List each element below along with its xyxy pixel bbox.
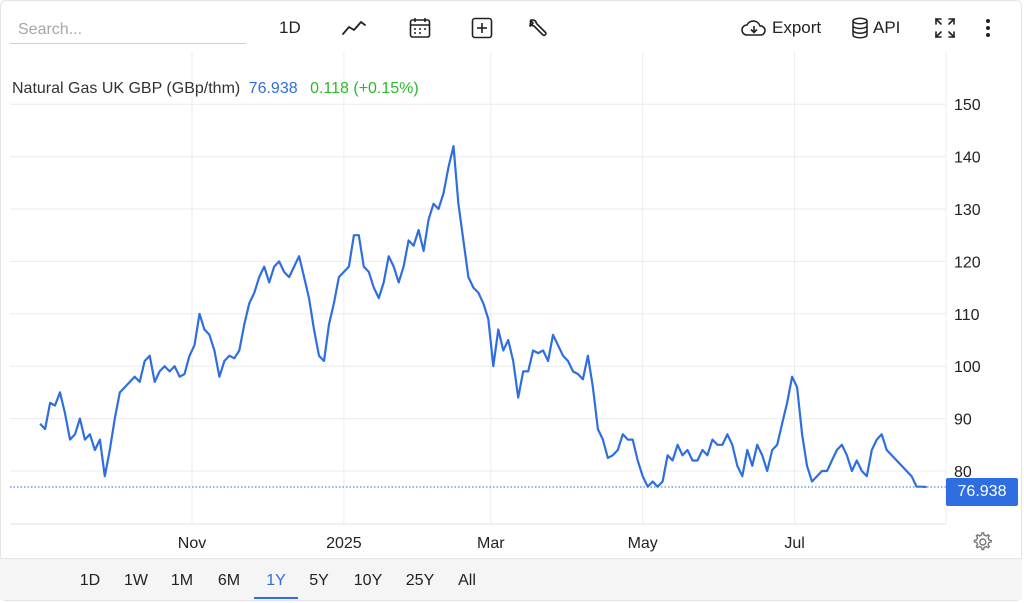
more-options-button[interactable] [981, 14, 995, 42]
y-tick-label: 100 [954, 359, 981, 376]
compare-button[interactable] [471, 14, 493, 42]
date-range-button[interactable] [408, 14, 432, 42]
api-label: API [873, 18, 901, 37]
cloud-download-icon [741, 20, 766, 36]
y-tick-label: 120 [954, 254, 981, 271]
export-button[interactable]: Export [740, 14, 821, 42]
x-tick-label: 2025 [326, 535, 362, 552]
period-selector-label: 1D [279, 18, 301, 37]
calendar-icon [409, 18, 431, 38]
range-button-1m[interactable]: 1M [170, 572, 194, 589]
fullscreen-button[interactable] [933, 14, 957, 42]
range-button-6m[interactable]: 6M [217, 572, 241, 589]
y-tick-label: 90 [954, 412, 972, 429]
chart-toolbar: 1D Export [0, 0, 1024, 56]
wrench-icon [529, 19, 547, 37]
series-line [39, 145, 927, 489]
export-label: Export [772, 18, 822, 37]
more-vertical-icon [986, 19, 990, 37]
range-button-10y[interactable]: 10Y [353, 572, 383, 589]
y-tick-label: 80 [954, 464, 972, 481]
range-button-5y[interactable]: 5Y [309, 572, 329, 589]
line-chart-icon [342, 21, 366, 35]
search-input[interactable] [10, 16, 246, 44]
y-tick-label: 110 [954, 307, 980, 324]
range-selector: 1D 1W 1M 6M 1Y 5Y 10Y 25Y All [0, 558, 1022, 600]
range-button-25y[interactable]: 25Y [405, 572, 435, 589]
x-tick-label: Nov [178, 535, 206, 552]
y-tick-label: 150 [954, 97, 981, 114]
y-tick-label: 130 [954, 202, 981, 219]
chart-axes: 80 90 100 110 120 130 140 150 Nov 2025 Mar May Jul [10, 52, 981, 552]
gear-icon[interactable] [970, 530, 994, 554]
instrument-name: Natural Gas UK GBP (GBp/thm) [12, 80, 241, 97]
range-button-1y[interactable]: 1Y [254, 559, 298, 599]
range-button-all[interactable]: All [458, 572, 476, 589]
chart-title: Natural Gas UK GBP (GBp/thm) 76.938 0.11… [12, 80, 419, 98]
chart-type-button[interactable] [341, 14, 367, 42]
x-tick-label: Mar [477, 535, 505, 552]
fullscreen-icon [935, 18, 955, 38]
period-selector-button[interactable]: 1D [279, 14, 301, 42]
chart-grid [10, 52, 946, 524]
indicators-button[interactable] [526, 14, 548, 42]
current-price: 76.938 [248, 80, 298, 97]
plus-square-icon [471, 17, 493, 39]
last-price-tag: 76.938 [946, 478, 1018, 506]
api-button[interactable]: API [851, 14, 900, 42]
x-tick-label: May [628, 535, 658, 552]
range-button-1w[interactable]: 1W [124, 572, 148, 589]
x-tick-label: Jul [784, 535, 804, 552]
price-change: 0.118 (+0.15%) [310, 80, 419, 97]
database-icon [852, 17, 868, 39]
range-button-1d[interactable]: 1D [79, 572, 101, 589]
y-tick-label: 140 [954, 150, 981, 167]
